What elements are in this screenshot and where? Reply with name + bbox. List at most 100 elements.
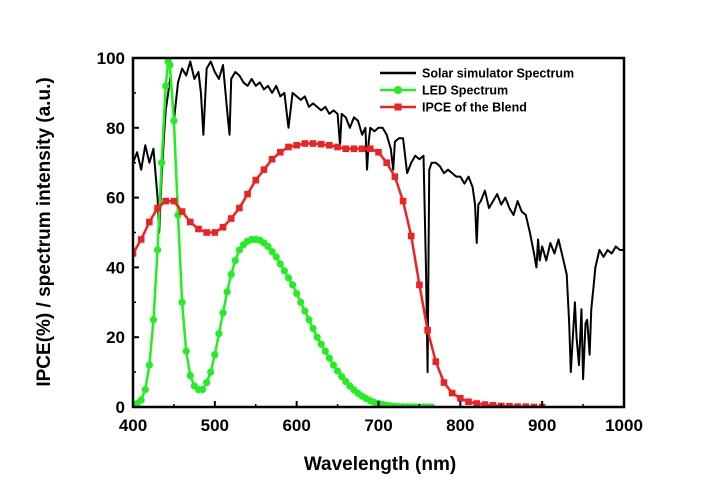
data-point xyxy=(293,289,301,298)
data-point xyxy=(203,229,210,236)
data-point xyxy=(301,307,309,315)
x-tick-label: 900 xyxy=(528,416,556,435)
data-point xyxy=(268,248,276,256)
data-point xyxy=(252,176,260,184)
data-point xyxy=(424,326,431,334)
data-point xyxy=(293,141,300,149)
y-tick-label: 60 xyxy=(106,189,125,208)
data-point xyxy=(162,82,170,90)
data-point xyxy=(207,368,215,376)
y-tick-label: 80 xyxy=(106,119,125,138)
y-tick-label: 100 xyxy=(97,49,125,68)
data-point xyxy=(276,260,284,268)
data-point xyxy=(149,316,158,324)
data-point xyxy=(178,298,186,306)
y-axis-title: IPCE(%) / spectrum intensity (a.u.) xyxy=(34,77,55,386)
data-point xyxy=(137,396,145,404)
data-point xyxy=(211,229,219,236)
data-point xyxy=(231,256,239,265)
data-point xyxy=(350,145,358,153)
legend-label: IPCE of the Blend xyxy=(422,101,527,115)
data-point xyxy=(297,298,305,306)
data-point xyxy=(288,281,297,289)
data-point xyxy=(219,309,227,317)
data-point xyxy=(186,371,194,380)
x-tick-label: 600 xyxy=(282,416,310,435)
x-tick-label: 700 xyxy=(364,416,392,435)
data-point xyxy=(272,253,280,261)
legend-item: IPCE of the Blend xyxy=(380,101,527,115)
y-tick-label: 0 xyxy=(116,398,125,417)
data-point xyxy=(285,143,292,151)
data-point xyxy=(305,316,313,324)
data-point xyxy=(235,246,243,254)
data-point xyxy=(309,140,317,147)
data-point xyxy=(301,140,309,147)
legend-item: Solar simulator Spectrum xyxy=(380,67,574,81)
x-tick-label: 500 xyxy=(201,416,229,435)
x-axis-title: Wavelength (nm) xyxy=(304,454,456,475)
legend-swatch-marker xyxy=(394,103,402,111)
data-point xyxy=(457,394,464,402)
data-point xyxy=(219,223,227,231)
x-tick-label: 800 xyxy=(446,416,474,435)
data-point xyxy=(333,367,342,375)
legend-swatch-marker xyxy=(394,86,402,94)
x-tick-label: 1000 xyxy=(605,416,643,435)
series-solar-simulator-spectrum xyxy=(133,60,624,381)
data-point xyxy=(162,197,170,205)
data-point xyxy=(227,215,235,222)
legend: Solar simulator Spectrum LED Spectrum IPCE… xyxy=(380,67,574,115)
data-point xyxy=(432,358,440,365)
data-point xyxy=(342,145,350,153)
data-point xyxy=(321,347,329,355)
data-point xyxy=(506,403,513,407)
data-point xyxy=(264,242,272,251)
data-point xyxy=(334,143,341,151)
data-point xyxy=(309,324,317,333)
series-line xyxy=(133,60,432,407)
data-point xyxy=(170,117,178,125)
data-point xyxy=(284,274,293,282)
data-point xyxy=(448,389,456,397)
data-point xyxy=(530,403,538,407)
data-point xyxy=(313,333,321,341)
data-point xyxy=(133,250,137,257)
data-point xyxy=(465,398,472,406)
data-point xyxy=(154,204,161,212)
data-point xyxy=(268,155,276,163)
data-point xyxy=(153,246,162,254)
data-point xyxy=(227,270,235,278)
data-point xyxy=(383,159,390,166)
data-point xyxy=(215,330,223,338)
data-point xyxy=(481,401,489,407)
data-point xyxy=(514,403,521,407)
data-point xyxy=(260,166,268,173)
data-point xyxy=(399,197,407,205)
data-point xyxy=(326,141,333,149)
legend-label: Solar simulator Spectrum xyxy=(422,67,574,81)
data-point xyxy=(236,204,243,212)
data-point xyxy=(182,347,190,355)
data-point xyxy=(489,401,497,407)
data-point xyxy=(166,61,174,69)
data-point xyxy=(375,148,382,156)
data-point xyxy=(211,351,219,359)
data-point xyxy=(195,225,202,233)
data-point xyxy=(146,218,153,226)
legend-label: LED Spectrum xyxy=(422,84,508,98)
data-point xyxy=(170,197,178,205)
y-tick-label: 20 xyxy=(106,328,125,347)
data-point xyxy=(522,403,530,407)
data-point xyxy=(186,218,194,226)
data-point xyxy=(223,288,231,296)
data-point xyxy=(338,373,346,381)
x-tick-label: 400 xyxy=(119,416,147,435)
data-point xyxy=(416,281,423,289)
data-point xyxy=(407,232,415,240)
data-point xyxy=(440,379,448,386)
data-point xyxy=(277,148,284,156)
data-point xyxy=(391,173,399,180)
data-point xyxy=(329,361,338,369)
